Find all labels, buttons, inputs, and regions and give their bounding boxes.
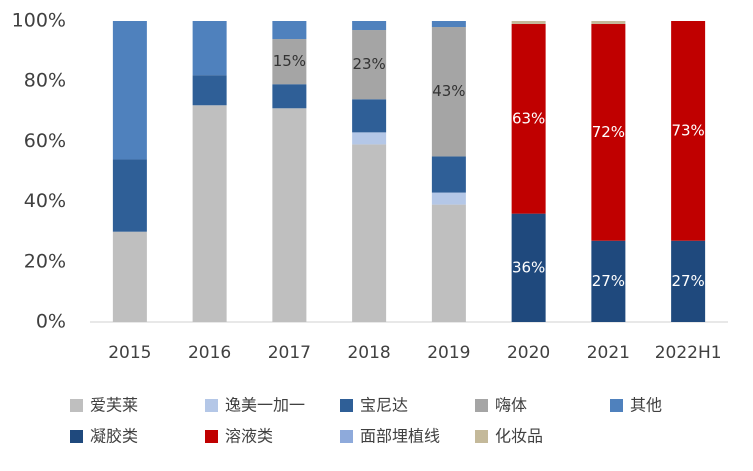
bar-segment (192, 75, 227, 106)
bar-segment (671, 21, 706, 241)
bar-segment (591, 21, 626, 25)
bar-segment (272, 39, 307, 85)
data-label: 27% (592, 272, 625, 290)
bar-segment (591, 24, 626, 241)
y-tick-label: 0% (36, 311, 66, 333)
y-tick-label: 20% (24, 250, 66, 272)
legend-swatch (610, 399, 623, 412)
legend-label: 面部埋植线 (360, 427, 440, 446)
bar-segment (112, 231, 147, 322)
legend-swatch (205, 399, 218, 412)
bar-segment (352, 99, 387, 133)
x-tick-label: 2020 (507, 343, 550, 363)
data-label: 72% (592, 123, 625, 141)
legend-swatch (205, 430, 218, 443)
legend-label: 凝胶类 (90, 427, 138, 446)
y-tick-label: 40% (24, 190, 66, 212)
x-tick-label: 2019 (427, 343, 470, 363)
bar-segment (511, 21, 546, 25)
x-tick-label: 2022H1 (655, 343, 722, 363)
bar-segment (431, 21, 466, 28)
bar-segment (431, 192, 466, 205)
legend-label: 宝尼达 (360, 396, 408, 415)
y-tick-label: 60% (24, 130, 66, 152)
bar-segment (352, 144, 387, 322)
legend-label: 逸美一加一 (225, 396, 305, 415)
bar-segment (511, 213, 546, 322)
data-label: 23% (352, 55, 385, 73)
bar-segment (272, 108, 307, 322)
legend-label: 溶液类 (225, 427, 273, 446)
data-label: 43% (432, 82, 465, 100)
data-label: 15% (273, 52, 306, 70)
x-tick-label: 2018 (347, 343, 390, 363)
legend-label: 化妆品 (495, 427, 543, 446)
y-tick-label: 100% (12, 10, 66, 32)
bar-segment (352, 30, 387, 100)
bar-segment (352, 21, 387, 31)
legend-label: 嗨体 (495, 396, 527, 415)
legend-label: 爱芙莱 (90, 396, 138, 415)
bar-segment (431, 156, 466, 193)
bar-segment (431, 27, 466, 157)
bar-segment (352, 132, 387, 145)
x-tick-label: 2015 (108, 343, 151, 363)
legend-swatch (70, 430, 83, 443)
bar-segment (511, 24, 546, 214)
y-tick-label: 80% (24, 70, 66, 92)
bar-segment (272, 21, 307, 40)
legend-swatch (475, 399, 488, 412)
bar-segment (112, 159, 147, 232)
legend-swatch (70, 399, 83, 412)
x-tick-label: 2017 (268, 343, 311, 363)
legend-swatch (475, 430, 488, 443)
legend-swatch (340, 399, 353, 412)
bar-segment (112, 21, 147, 160)
legend-label: 其他 (630, 396, 662, 415)
bar-segment (192, 21, 227, 76)
x-tick-label: 2016 (188, 343, 231, 363)
data-label: 36% (512, 258, 545, 276)
bar-segment (192, 105, 227, 322)
data-label: 27% (671, 272, 704, 290)
bar-segment (431, 204, 466, 322)
bar-segment (272, 84, 307, 109)
legend-swatch (340, 430, 353, 443)
data-label: 63% (512, 109, 545, 127)
data-label: 73% (671, 121, 704, 139)
bar-segment (591, 240, 626, 322)
x-tick-label: 2021 (587, 343, 630, 363)
bar-segment (671, 240, 706, 322)
